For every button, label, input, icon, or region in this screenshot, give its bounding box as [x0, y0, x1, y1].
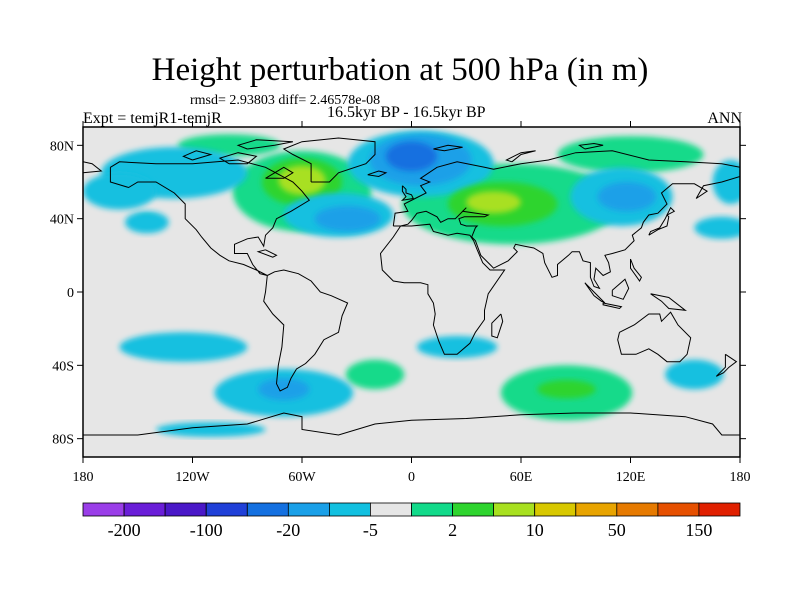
anomaly-region — [345, 359, 405, 390]
anomaly-region — [466, 191, 521, 214]
colorbar-swatch — [164, 502, 207, 517]
colorbar-label: 150 — [685, 520, 712, 540]
colorbar-swatch — [246, 502, 289, 517]
coastline — [263, 269, 349, 392]
axis-ticks: 180 120W 60W 0 60E 120E 180 80N 40N 0 40S 80S — [50, 121, 751, 485]
coastline — [392, 150, 740, 227]
stats-label: rmsd= 2.93803 diff= 2.46578e-08 — [190, 93, 381, 108]
coastlines — [83, 137, 740, 436]
coastline — [400, 185, 415, 202]
period-label: 16.5kyr BP - 16.5kyr BP — [327, 104, 486, 121]
colorbar-swatch — [123, 502, 166, 517]
x-tick-label: 120E — [616, 470, 646, 485]
coastline — [611, 278, 630, 300]
coastline — [83, 161, 103, 174]
colorbar-swatch — [698, 502, 741, 517]
anomaly-region — [694, 216, 740, 239]
x-tick-label: 60W — [288, 470, 316, 485]
anomaly-region — [385, 141, 438, 171]
x-tick-label: 180 — [730, 470, 751, 485]
coastline — [393, 176, 740, 290]
colorbar-label: 50 — [608, 520, 626, 540]
colorbar-swatch — [82, 502, 125, 517]
anomaly-region — [124, 211, 169, 234]
y-tick-label: 0 — [67, 286, 74, 301]
x-tick-label: 60E — [510, 470, 533, 485]
anomaly-region — [314, 205, 381, 232]
coastline — [630, 258, 642, 282]
anomaly-region — [278, 165, 326, 195]
colorbar-swatch — [452, 502, 495, 517]
coastline — [379, 223, 506, 355]
colorbar-label: -200 — [108, 520, 141, 540]
anomaly-region — [119, 332, 248, 362]
season-label: ANN — [707, 110, 742, 127]
colorbar-swatch — [575, 502, 618, 517]
coastline — [648, 206, 676, 236]
y-tick-label: 80N — [50, 139, 74, 154]
coastline — [715, 353, 738, 377]
y-tick-label: 40N — [50, 213, 74, 228]
coastline — [505, 150, 536, 163]
coastline — [367, 170, 388, 178]
colorbar-swatch — [205, 502, 248, 517]
anomaly-region — [537, 380, 596, 399]
coastline — [182, 150, 213, 161]
anomaly-region — [417, 336, 498, 358]
anomaly-region — [712, 160, 740, 204]
anomaly-region — [83, 172, 156, 210]
coastline — [584, 282, 606, 304]
coastline — [83, 412, 740, 436]
y-tick-label: 80S — [52, 433, 74, 448]
y-tick-label: 40S — [52, 359, 74, 374]
x-tick-label: 120W — [175, 470, 210, 485]
colorbar-swatch — [369, 502, 412, 517]
anomaly-fields — [83, 130, 740, 437]
colorbar-label: 10 — [526, 520, 544, 540]
colorbar: -200 -100 -20 -5 2 10 50 150 — [82, 502, 741, 540]
coastline — [265, 166, 294, 179]
colorbar-swatch — [287, 502, 330, 517]
colorbar-label: 2 — [448, 520, 457, 540]
colorbar-swatch — [657, 502, 700, 517]
anomaly-region — [665, 359, 724, 390]
coastline — [650, 293, 688, 311]
colorbar-label: -100 — [190, 520, 223, 540]
x-tick-label: 180 — [73, 470, 94, 485]
coastline — [433, 144, 463, 152]
coastline — [602, 302, 623, 310]
colorbar-swatch — [534, 502, 577, 517]
anomaly-region — [597, 182, 656, 212]
colorbar-swatch — [411, 502, 453, 517]
colorbar-label: -5 — [363, 520, 378, 540]
coastline — [617, 311, 692, 363]
colorbar-swatch — [493, 502, 536, 517]
x-tick-label: 0 — [408, 470, 415, 485]
coastline — [491, 313, 504, 339]
coastline — [578, 142, 604, 150]
colorbar-swatch — [328, 502, 371, 517]
chart-title: Height perturbation at 500 hPa (in m) — [151, 52, 649, 88]
colorbar-label: -20 — [276, 520, 300, 540]
coastline — [256, 249, 278, 258]
anomaly-region — [156, 422, 266, 437]
anomaly-region — [557, 136, 704, 173]
coastline — [109, 159, 311, 276]
colorbar-swatch — [616, 502, 659, 517]
coastline — [236, 139, 293, 150]
coastline — [218, 152, 258, 165]
experiment-label: Expt = temjR1-temjR — [83, 110, 222, 127]
coastline — [282, 137, 376, 183]
